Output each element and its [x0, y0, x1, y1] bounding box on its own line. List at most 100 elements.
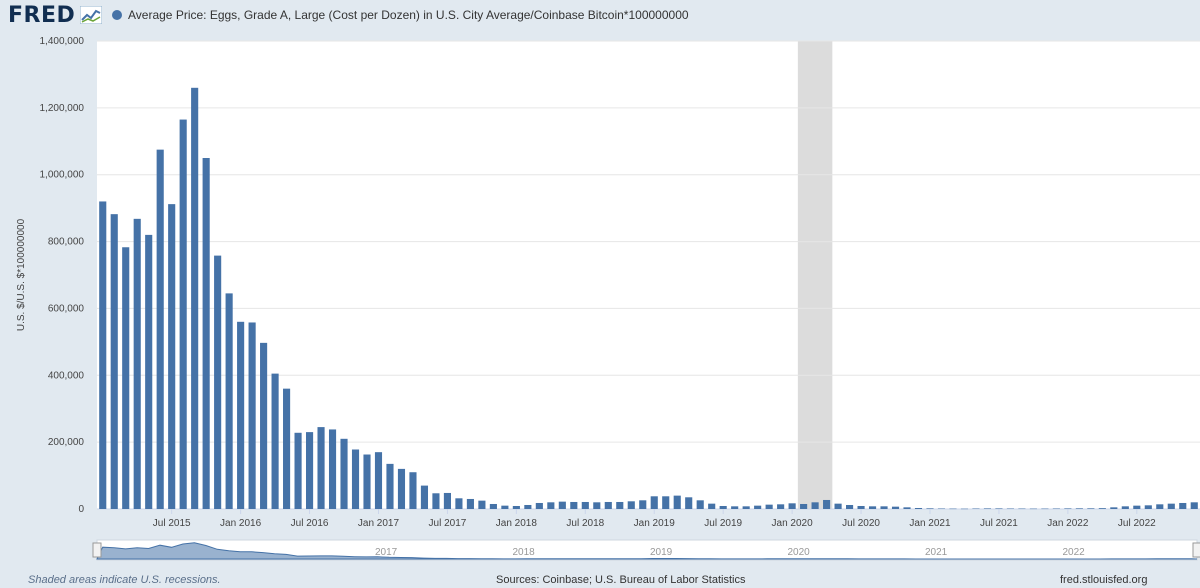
bar[interactable] — [685, 497, 693, 509]
bar[interactable] — [466, 498, 474, 509]
site-link[interactable]: fred.stlouisfed.org — [1060, 574, 1148, 586]
bar[interactable] — [432, 493, 440, 509]
bar[interactable] — [1075, 508, 1083, 509]
bar[interactable] — [891, 506, 900, 509]
bar[interactable] — [1133, 505, 1141, 509]
bar[interactable] — [949, 508, 957, 510]
bar[interactable] — [455, 498, 463, 509]
bar[interactable] — [145, 234, 153, 509]
bar[interactable] — [708, 503, 716, 509]
bar[interactable] — [811, 502, 819, 509]
bar[interactable] — [397, 468, 406, 509]
bar[interactable] — [1018, 508, 1026, 510]
bar[interactable] — [616, 501, 624, 509]
bar[interactable] — [328, 429, 337, 509]
bar[interactable] — [823, 499, 831, 509]
bar[interactable] — [742, 506, 750, 509]
bar[interactable] — [547, 502, 555, 509]
bar[interactable] — [133, 218, 141, 509]
bar[interactable] — [788, 503, 796, 509]
bar[interactable] — [834, 503, 842, 509]
bar[interactable] — [1179, 502, 1187, 509]
bar[interactable] — [765, 504, 773, 509]
bar[interactable] — [409, 472, 417, 509]
bar[interactable] — [754, 505, 762, 509]
bar[interactable] — [593, 502, 601, 509]
bar[interactable] — [903, 507, 911, 509]
bar[interactable] — [225, 293, 233, 509]
bar[interactable] — [1041, 508, 1049, 510]
bar[interactable] — [777, 504, 785, 509]
bar[interactable] — [478, 500, 486, 509]
bar[interactable] — [857, 505, 865, 509]
bar[interactable] — [581, 501, 589, 509]
bar[interactable] — [443, 492, 451, 509]
bar[interactable] — [156, 149, 164, 509]
navigator[interactable]: 2017 2018 2019 2020 2021 2022 — [0, 538, 1200, 562]
bar[interactable] — [696, 500, 704, 509]
bar[interactable] — [363, 454, 371, 509]
fred-logo[interactable]: FRED — [8, 3, 76, 28]
bar[interactable] — [283, 388, 291, 509]
bar[interactable] — [1144, 505, 1152, 509]
bar[interactable] — [639, 500, 647, 509]
navigator-handle-left[interactable] — [92, 542, 102, 558]
bar[interactable] — [1052, 508, 1060, 509]
bar[interactable] — [558, 501, 566, 509]
bar[interactable] — [627, 501, 635, 509]
bar[interactable] — [995, 508, 1003, 509]
bar[interactable] — [662, 496, 670, 509]
bar[interactable] — [489, 503, 497, 509]
bar[interactable] — [719, 505, 727, 509]
bar[interactable] — [374, 452, 383, 509]
bar[interactable] — [260, 342, 268, 509]
bar[interactable] — [386, 463, 394, 509]
bar[interactable] — [294, 432, 302, 509]
bar[interactable] — [673, 495, 681, 509]
bar[interactable] — [179, 119, 187, 510]
bar[interactable] — [191, 87, 199, 510]
bar[interactable] — [168, 204, 176, 510]
bar[interactable] — [937, 508, 946, 509]
bar[interactable] — [972, 508, 980, 509]
bar[interactable] — [570, 501, 578, 509]
bar[interactable] — [271, 373, 279, 509]
bar[interactable] — [524, 504, 532, 509]
bar[interactable] — [604, 501, 612, 509]
bar[interactable] — [880, 506, 888, 509]
bar[interactable] — [535, 502, 543, 509]
bar[interactable] — [237, 321, 245, 509]
bar[interactable] — [1167, 503, 1175, 509]
bar[interactable] — [868, 506, 877, 509]
navigator-handle-right[interactable] — [1192, 542, 1200, 558]
bar[interactable] — [99, 201, 107, 509]
bar[interactable] — [1029, 508, 1037, 510]
bar[interactable] — [501, 505, 509, 509]
bar[interactable] — [731, 506, 739, 509]
bar[interactable] — [1110, 507, 1118, 509]
bar[interactable] — [317, 427, 325, 509]
bar[interactable] — [340, 438, 348, 509]
bar[interactable] — [248, 322, 256, 509]
bar[interactable] — [214, 255, 222, 509]
bar[interactable] — [800, 503, 808, 509]
bar[interactable] — [512, 505, 520, 509]
bar[interactable] — [983, 508, 992, 509]
bar[interactable] — [1064, 508, 1072, 509]
bar[interactable] — [420, 485, 429, 509]
bar[interactable] — [305, 432, 314, 509]
bar[interactable] — [1006, 508, 1014, 509]
bar[interactable] — [110, 214, 118, 509]
bar[interactable] — [846, 504, 854, 509]
bar[interactable] — [1098, 508, 1106, 509]
bar[interactable] — [650, 496, 658, 509]
bar[interactable] — [1121, 506, 1129, 509]
bar[interactable] — [960, 508, 969, 510]
bar[interactable] — [202, 158, 210, 509]
bar[interactable] — [914, 507, 923, 509]
bar[interactable] — [926, 508, 934, 509]
bar[interactable] — [1156, 504, 1164, 509]
bar[interactable] — [351, 449, 360, 509]
bar[interactable] — [122, 247, 130, 510]
bar[interactable] — [1087, 508, 1095, 509]
